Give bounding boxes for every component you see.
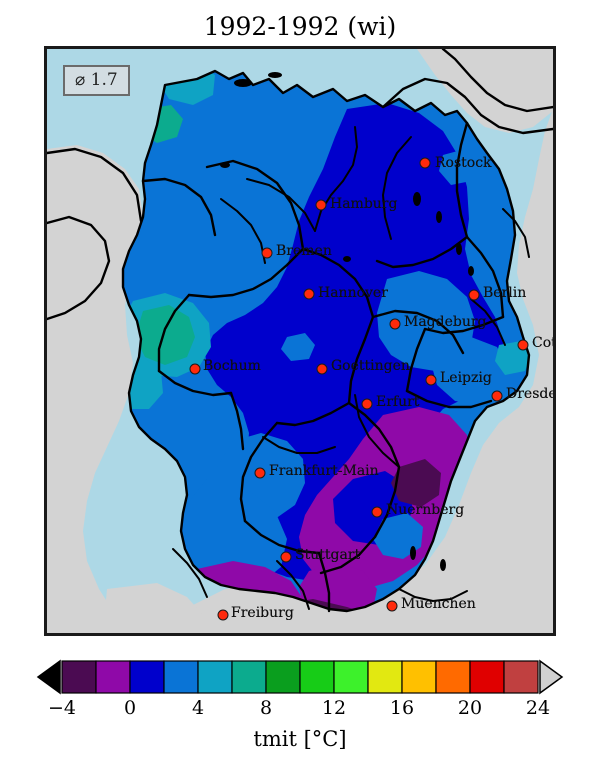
- city-label: Hamburg: [330, 196, 398, 212]
- colorbar[interactable]: [0, 655, 600, 705]
- city-label: Stuttgart: [295, 547, 361, 563]
- colorbar-swatches: [36, 659, 564, 695]
- colorbar-swatch[interactable]: [401, 660, 437, 694]
- city-marker-dot[interactable]: [425, 374, 437, 386]
- colorbar-swatch[interactable]: [469, 660, 505, 694]
- city-marker-dot[interactable]: [254, 467, 266, 479]
- islands-and-lakes: [220, 72, 474, 571]
- city-label: Magdeburg: [404, 314, 487, 330]
- colorbar-swatch[interactable]: [163, 660, 199, 694]
- map-borders: [47, 49, 553, 613]
- city-marker-dot[interactable]: [189, 363, 201, 375]
- city-marker-dot[interactable]: [316, 363, 328, 375]
- city-marker-dot[interactable]: [491, 390, 503, 402]
- colorbar-swatch[interactable]: [503, 660, 539, 694]
- colorbar-tick-label: −4: [47, 697, 77, 719]
- city-label: Erfurt: [376, 394, 420, 410]
- city-label: Goettingen: [331, 358, 410, 374]
- city-marker-dot[interactable]: [361, 398, 373, 410]
- city-label: Muenchen: [401, 596, 476, 612]
- city-label: Frankfurt-Main: [269, 463, 379, 479]
- colorbar-under-arrow: [36, 659, 61, 695]
- city-marker-dot[interactable]: [217, 609, 229, 621]
- city-marker-dot[interactable]: [280, 551, 292, 563]
- colorbar-tick-label: 16: [389, 697, 415, 719]
- colorbar-swatch[interactable]: [333, 660, 369, 694]
- city-label: Rostock: [435, 155, 492, 171]
- city-label: Bremen: [276, 243, 332, 259]
- germany-temperature-map: [47, 49, 553, 633]
- city-label: Leipzig: [440, 370, 492, 386]
- colorbar-tick-label: 0: [123, 697, 137, 719]
- colorbar-swatch[interactable]: [265, 660, 301, 694]
- colorbar-tick-label: 4: [191, 697, 205, 719]
- city-label: Dresden: [506, 386, 556, 402]
- colorbar-swatch[interactable]: [367, 660, 403, 694]
- city-marker-dot[interactable]: [468, 289, 480, 301]
- colorbar-axis-label: tmit [°C]: [0, 727, 600, 751]
- colorbar-axis-label-text: tmit [°C]: [253, 727, 347, 751]
- colorbar-tick-label: 8: [259, 697, 273, 719]
- city-label: Hannover: [318, 285, 388, 301]
- city-label: Freiburg: [231, 605, 294, 621]
- city-marker-dot[interactable]: [371, 506, 383, 518]
- temperature-field: [123, 71, 529, 611]
- city-label: Cottbus: [532, 335, 556, 351]
- colorbar-swatch[interactable]: [299, 660, 335, 694]
- city-marker-dot[interactable]: [261, 247, 273, 259]
- map-panel[interactable]: ⌀ 1.7 Rostock Hamburg Bremen Hannover Berlin…: [44, 46, 556, 636]
- colorbar-swatch[interactable]: [435, 660, 471, 694]
- city-marker-dot[interactable]: [386, 600, 398, 612]
- colorbar-swatch[interactable]: [95, 660, 131, 694]
- city-label: Berlin: [483, 285, 527, 301]
- page-title: 1992-1992 (wi): [203, 12, 397, 41]
- colorbar-swatch[interactable]: [61, 660, 97, 694]
- colorbar-tick-label: 20: [457, 697, 483, 719]
- city-label: Bochum: [203, 358, 261, 374]
- colorbar-swatch[interactable]: [197, 660, 233, 694]
- city-marker-dot[interactable]: [389, 318, 401, 330]
- city-label: Nuernberg: [386, 502, 465, 518]
- colorbar-tick-label: 24: [525, 697, 551, 719]
- city-marker-dot[interactable]: [419, 157, 431, 169]
- colorbar-over-arrow: [539, 659, 564, 695]
- colorbar-swatch[interactable]: [129, 660, 165, 694]
- colorbar-tick-labels: −4 0 4 8 12 16 20 24: [0, 697, 600, 723]
- city-marker-dot[interactable]: [303, 288, 315, 300]
- city-marker-dot[interactable]: [315, 199, 327, 211]
- colorbar-swatch[interactable]: [231, 660, 267, 694]
- city-marker-dot[interactable]: [517, 339, 529, 351]
- domain-average-badge: ⌀ 1.7: [63, 65, 130, 96]
- colorbar-tick-label: 12: [321, 697, 347, 719]
